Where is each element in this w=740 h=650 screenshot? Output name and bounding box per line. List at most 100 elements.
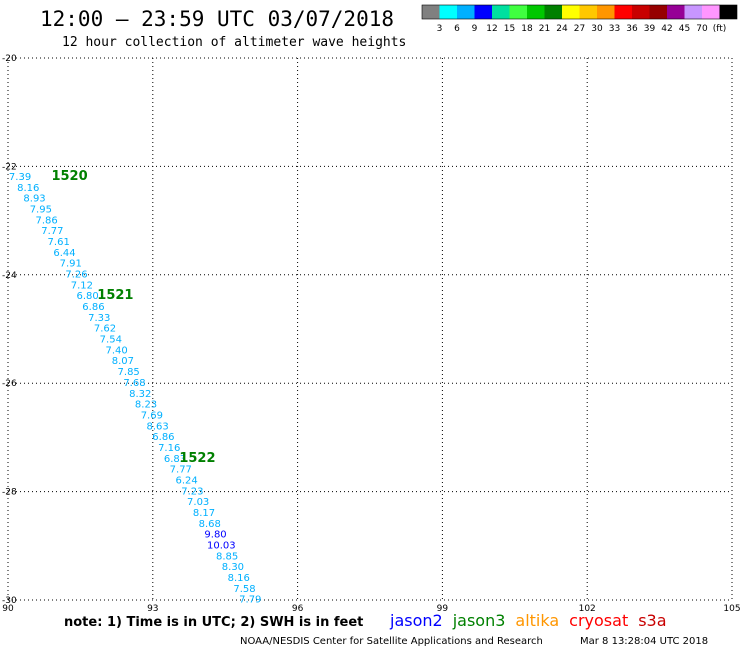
wave-height-value: 8.30 (222, 562, 244, 573)
wave-height-value: 8.63 (146, 421, 168, 432)
colorbar-swatch (457, 5, 475, 19)
wave-height-value: 7.61 (48, 237, 70, 248)
colorbar-swatch (632, 5, 650, 19)
plot-grid (7, 57, 733, 601)
footer-credit: NOAA/NESDIS Center for Satellite Applica… (240, 636, 543, 647)
colorbar-swatch (492, 5, 510, 19)
colorbar-swatch (667, 5, 685, 19)
wave-height-value: 8.07 (112, 356, 134, 367)
colorbar-swatch (544, 5, 562, 19)
colorbar-swatch (702, 5, 720, 19)
wave-height-value: 8.68 (199, 519, 221, 530)
colorbar-swatch (579, 5, 597, 19)
colorbar-label: 9 (472, 24, 478, 34)
time-labels: 1520 1521 1522 (51, 169, 215, 466)
satellite-legend-entry: cryosat (569, 611, 628, 630)
wave-height-value: 8.23 (135, 400, 157, 411)
wave-height-value: 7.95 (30, 204, 52, 215)
y-tick-label: -28 (2, 488, 17, 498)
chart-title: 12:00 – 23:59 UTC 03/07/2018 (40, 7, 394, 31)
colorbar-swatch (439, 5, 457, 19)
pass-time-label: 1521 (97, 288, 133, 303)
wave-height-value: 6.24 (175, 475, 197, 486)
satellite-legend-entry: jason2 (389, 611, 443, 630)
colorbar-frame (421, 4, 738, 20)
wave-height-value: 7.68 (123, 378, 145, 389)
x-tick-label: 102 (579, 604, 596, 614)
wave-height-value: 9.80 (204, 530, 226, 541)
wave-height-value: 7.54 (100, 335, 122, 346)
color-scale-legend: 3 6 9 12 15 18 21 24 27 30 33 36 39 42 45 70 (ft) (421, 4, 738, 34)
y-tick-label: -24 (2, 271, 17, 281)
wave-height-value: 8.85 (216, 551, 238, 562)
colorbar-swatch (562, 5, 580, 19)
wave-height-value: 7.62 (94, 324, 116, 335)
satellite-legend-entry: altika (515, 611, 559, 630)
wave-height-value: 7.12 (71, 280, 93, 291)
colorbar-label: 36 (626, 24, 638, 34)
axis-ticks: 90 93 96 99 102 105 -20 -22 -24 -26 -28 -30 (2, 54, 740, 614)
colorbar-label: 18 (521, 24, 533, 34)
colorbar-label: 12 (486, 24, 497, 34)
wave-height-value: 7.77 (41, 226, 63, 237)
wave-height-value: 8.16 (228, 573, 250, 584)
colorbar-label: 27 (574, 24, 585, 34)
wave-height-value: 8.32 (129, 389, 151, 400)
wave-height-points: 7.398.168.937.957.867.777.616.447.917.26… (9, 172, 261, 606)
colorbar-label: 42 (661, 24, 672, 34)
wave-height-value: 8.17 (193, 508, 215, 519)
wave-height-value: 7.91 (60, 259, 82, 270)
wave-height-value: 6.86 (82, 302, 104, 313)
satellite-legend-entry: jason3 (452, 611, 506, 630)
wave-height-value: 6.44 (53, 248, 75, 259)
y-tick-label: -20 (2, 54, 17, 64)
y-tick-label: -26 (2, 379, 17, 389)
wave-height-value: 6.80 (77, 291, 99, 302)
colorbar-label: 70 (696, 24, 708, 34)
colorbar-swatch (719, 5, 737, 19)
wave-height-value: 6.83 (164, 454, 186, 465)
wave-height-value: 7.23 (181, 486, 203, 497)
x-tick-label: 90 (2, 604, 14, 614)
colorbar-label: 6 (454, 24, 460, 34)
wave-height-value: 7.26 (65, 270, 87, 281)
satellite-legend: jason2 jason3 altika cryosat s3a (389, 611, 667, 630)
x-tick-label: 105 (723, 604, 740, 614)
colorbar-swatch (509, 5, 527, 19)
wave-height-value: 7.16 (158, 443, 180, 454)
colorbar-label: 45 (679, 24, 690, 34)
wave-height-value: 7.39 (9, 172, 31, 183)
colorbar-swatch (684, 5, 702, 19)
wave-height-value: 7.77 (170, 465, 192, 476)
wave-height-value: 7.86 (35, 215, 57, 226)
wave-height-value: 7.79 (239, 595, 261, 606)
footer-timestamp: Mar 8 13:28:04 UTC 2018 (580, 636, 708, 647)
wave-height-value: 8.93 (23, 194, 45, 205)
colorbar-label: 15 (504, 24, 515, 34)
satellite-legend-entry: s3a (638, 611, 666, 630)
colorbar-label: 24 (556, 24, 568, 34)
colorbar-swatch (527, 5, 545, 19)
colorbar-label: (ft) (713, 24, 727, 34)
wave-height-value: 7.58 (233, 584, 255, 595)
wave-height-value: 10.03 (207, 541, 236, 552)
x-tick-label: 93 (147, 604, 158, 614)
colorbar-swatch (474, 5, 492, 19)
pass-time-label: 1522 (179, 451, 215, 466)
x-tick-label: 96 (292, 604, 304, 614)
footer-note: note: 1) Time is in UTC; 2) SWH is in fe… (64, 615, 363, 630)
colorbar-swatch (597, 5, 615, 19)
wave-height-value: 7.85 (118, 367, 140, 378)
wave-height-value: 7.69 (141, 410, 163, 421)
colorbar-swatch (649, 5, 667, 19)
y-tick-label: -22 (2, 162, 17, 172)
colorbar-label: 3 (437, 24, 443, 34)
pass-time-label: 1520 (51, 169, 87, 184)
x-tick-label: 99 (437, 604, 449, 614)
wave-height-value: 7.40 (105, 345, 127, 356)
colorbar-swatch (614, 5, 632, 19)
colorbar-label: 21 (539, 24, 550, 34)
chart-subtitle: 12 hour collection of altimeter wave hei… (62, 35, 406, 50)
colorbar-label: 39 (644, 24, 656, 34)
